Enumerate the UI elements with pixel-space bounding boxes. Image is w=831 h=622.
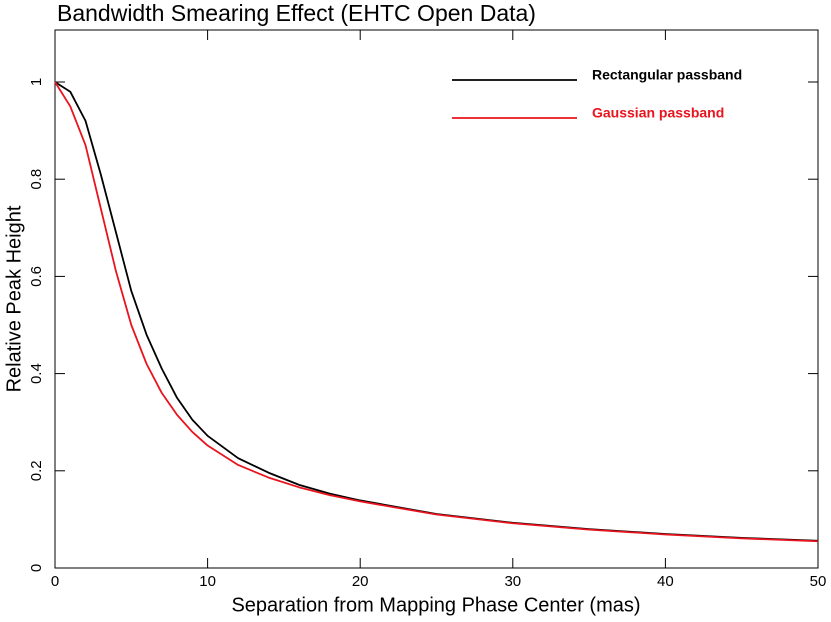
chart-title: Bandwidth Smearing Effect (EHTC Open Dat… — [57, 0, 536, 26]
x-tick-label: 40 — [657, 573, 674, 590]
y-tick-label: 0 — [28, 564, 45, 572]
y-tick-label: 1 — [28, 78, 45, 86]
legend-label: Rectangular passband — [592, 67, 742, 83]
legend-label: Gaussian passband — [592, 105, 724, 121]
series-line — [54, 81, 819, 542]
y-axis-label: Relative Peak Height — [3, 205, 25, 392]
plot-frame — [54, 29, 819, 569]
y-tick-label: 0.4 — [28, 363, 45, 384]
y-tick-label: 0.2 — [28, 460, 45, 481]
y-tick-label: 0.8 — [28, 169, 45, 190]
x-tick-label: 20 — [352, 573, 369, 590]
x-axis-label: Separation from Mapping Phase Center (ma… — [231, 594, 640, 616]
series-line — [54, 81, 819, 543]
y-tick-label: 0.6 — [28, 266, 45, 287]
x-tick-label: 0 — [51, 573, 59, 590]
x-tick-label: 50 — [810, 573, 827, 590]
x-tick-label: 30 — [504, 573, 521, 590]
x-tick-label: 10 — [199, 573, 216, 590]
